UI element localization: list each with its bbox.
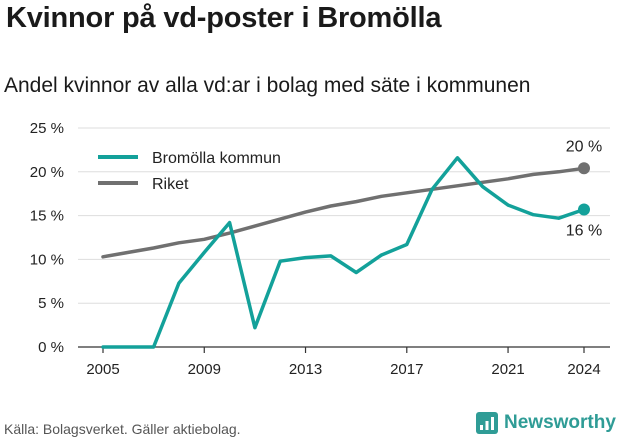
x-tick-label: 2021 [491,361,524,378]
line-chart: 0 % 5 % 10 % 15 % 20 % 25 % 2005 2009 2013 2017 20… [30,120,610,378]
x-tick-label: 2024 [567,361,600,378]
series-line-bromolla [101,156,586,349]
series-line-riket [101,166,586,259]
x-tick-label: 2013 [289,361,322,378]
chart-subtitle: Andel kvinnor av alla vd:ar i bolag med … [4,74,531,97]
x-tick-label: 2005 [86,361,119,378]
end-label-riket: 20 % [566,138,602,155]
source-note: Källa: Bolagsverket. Gäller aktiebolag. [4,421,241,437]
y-tick-label: 5 % [38,295,64,312]
end-label-bromolla: 16 % [566,222,602,239]
newsworthy-icon [476,412,498,434]
x-tick-label: 2009 [188,361,221,378]
newsworthy-logo[interactable]: Newsworthy [476,410,616,436]
legend-label: Riket [152,176,189,193]
y-tick-label: 0 % [38,339,64,356]
y-tick-label: 20 % [30,164,64,181]
legend-label: Bromölla kommun [152,150,281,167]
chart-title: Kvinnor på vd-poster i Bromölla [6,2,442,34]
brand-name: Newsworthy [504,412,616,433]
series-end-point-riket [578,162,590,175]
x-tick-label: 2017 [390,361,423,378]
y-tick-label: 25 % [30,120,64,137]
series-end-point-bromolla [578,203,590,216]
y-tick-label: 10 % [30,251,64,268]
y-tick-label: 15 % [30,208,64,225]
